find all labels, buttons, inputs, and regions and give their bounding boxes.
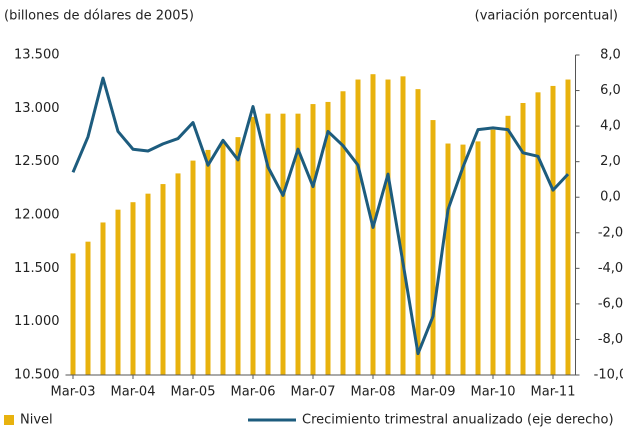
bar xyxy=(550,85,556,375)
y2-tick-label: -2,0 xyxy=(598,225,623,240)
line-series xyxy=(71,76,570,356)
bar xyxy=(115,209,121,375)
bar xyxy=(535,92,541,375)
bar xyxy=(130,202,136,375)
bar xyxy=(400,76,406,375)
bar xyxy=(190,160,196,375)
bar xyxy=(250,116,256,375)
y-tick-label: 10.500 xyxy=(14,368,60,383)
bar xyxy=(520,103,526,375)
bar xyxy=(460,144,466,375)
legend-label: Crecimiento trimestral anualizado (eje d… xyxy=(302,413,614,428)
y2-tick-label: 6,0 xyxy=(600,83,621,98)
bar xyxy=(145,193,151,375)
y2-tick-label: 8,0 xyxy=(600,48,621,63)
x-tick-label: Mar-10 xyxy=(471,385,516,400)
bar xyxy=(445,143,451,375)
y2-tick-label: -8,0 xyxy=(598,332,623,347)
y2-tick-label: -6,0 xyxy=(598,296,623,311)
legend-swatch xyxy=(4,415,14,425)
y2-tick-label: 2,0 xyxy=(600,154,621,169)
bar xyxy=(280,113,286,376)
x-tick-label: Mar-04 xyxy=(111,385,156,400)
bar xyxy=(385,79,391,376)
bar xyxy=(205,149,211,375)
x-tick-label: Mar-09 xyxy=(411,385,456,400)
bar xyxy=(310,104,316,376)
y2-tick-label: -10,0 xyxy=(594,368,623,383)
bar xyxy=(265,113,271,376)
y-tick-label: 13.000 xyxy=(14,101,60,116)
bar xyxy=(160,184,166,375)
bar xyxy=(475,141,481,375)
bar xyxy=(175,173,181,375)
y2-tick-label: 0,0 xyxy=(600,190,621,205)
bar xyxy=(340,91,346,376)
legend-label: Nivel xyxy=(20,413,53,428)
x-tick-label: Mar-06 xyxy=(231,385,276,400)
bar xyxy=(505,115,511,376)
x-tick-label: Mar-07 xyxy=(291,385,336,400)
x-tick-label: Mar-11 xyxy=(531,385,576,400)
y-tick-label: 11.000 xyxy=(14,314,60,329)
bar xyxy=(235,137,241,375)
bar xyxy=(430,120,436,375)
y2-tick-label: -4,0 xyxy=(598,261,623,276)
x-tick-label: Mar-03 xyxy=(51,385,96,400)
bar xyxy=(220,142,226,375)
bar xyxy=(490,129,496,375)
bar xyxy=(325,101,331,375)
bar xyxy=(70,253,76,375)
bar xyxy=(565,79,571,376)
bar xyxy=(415,89,421,375)
y-tick-label: 12.000 xyxy=(14,208,60,223)
y-tick-label: 13.500 xyxy=(14,48,60,63)
y-tick-label: 12.500 xyxy=(14,154,60,169)
y2-axis-label: (variación porcentual) xyxy=(475,9,618,24)
x-tick-label: Mar-08 xyxy=(351,385,396,400)
bar xyxy=(295,113,301,376)
bar xyxy=(355,79,361,376)
y-tick-label: 11.500 xyxy=(14,261,60,276)
y-axis-label: (billones de dólares de 2005) xyxy=(4,9,194,24)
bar xyxy=(100,222,106,375)
bar xyxy=(85,241,91,375)
x-tick-label: Mar-05 xyxy=(171,385,216,400)
y2-tick-label: 4,0 xyxy=(600,119,621,134)
